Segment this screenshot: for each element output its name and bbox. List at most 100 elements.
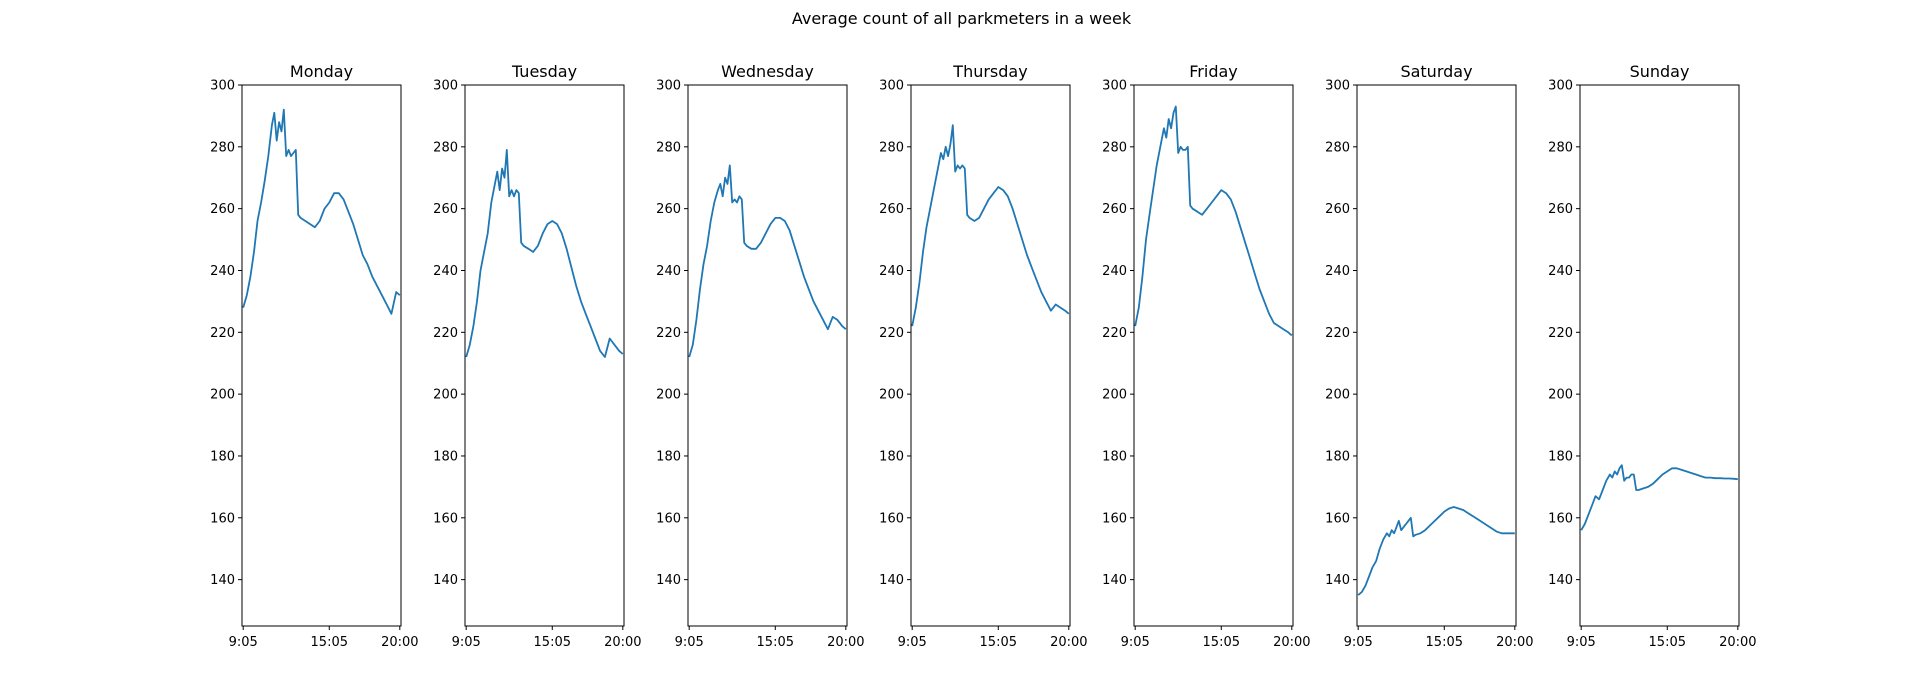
y-tick-label: 280	[656, 140, 681, 155]
y-tick-label: 200	[1102, 388, 1127, 403]
x-tick-label: 20:00	[1050, 635, 1087, 650]
y-tick-label: 200	[656, 388, 681, 403]
y-tick-label: 160	[433, 511, 458, 526]
y-tick-label: 180	[210, 449, 235, 464]
y-tick-label: 160	[210, 511, 235, 526]
subplot-wednesday: Wednesday 140 160 180 200 220 240 260 280 300 9:05…	[656, 62, 864, 650]
y-tick-label: 180	[656, 449, 681, 464]
x-tick-label: 15:05	[311, 635, 348, 650]
x-tick-label: 20:00	[827, 635, 864, 650]
x-tick-label: 15:05	[1426, 635, 1463, 650]
y-tick-label: 180	[433, 449, 458, 464]
y-tick-label: 220	[433, 326, 458, 341]
x-tick-label: 20:00	[381, 635, 418, 650]
axes-frame	[241, 84, 402, 627]
x-tick-label: 15:05	[757, 635, 794, 650]
y-tick-label: 180	[1325, 449, 1350, 464]
x-tick-label: 9:05	[898, 635, 927, 650]
y-tick-label: 160	[879, 511, 904, 526]
x-tick-label: 9:05	[1344, 635, 1373, 650]
subplot-monday: Monday 140 160 180 200 220 240 260 280 300 9:05 15:…	[210, 62, 418, 650]
y-tick-label: 280	[1548, 140, 1573, 155]
subplot-title: Wednesday	[721, 62, 814, 81]
y-tick-label: 260	[1325, 202, 1350, 217]
series-line-monday	[242, 108, 401, 315]
y-tick-label: 240	[1325, 264, 1350, 279]
x-tick-label: 9:05	[452, 635, 481, 650]
subplot-saturday: Saturday 140 160 180 200 220 240 260 280 300 9:05 1…	[1325, 62, 1533, 650]
y-tick-label: 300	[656, 79, 681, 94]
axes-frame	[910, 84, 1071, 627]
subplot-title: Saturday	[1400, 62, 1472, 81]
y-tick-label: 140	[1325, 573, 1350, 588]
y-tick-label: 200	[433, 388, 458, 403]
axes-frame	[464, 84, 625, 627]
series-line-friday	[1134, 105, 1293, 337]
y-tick-label: 280	[210, 140, 235, 155]
x-tick-label: 15:05	[534, 635, 571, 650]
y-tick-label: 280	[879, 140, 904, 155]
y-tick-label: 200	[879, 388, 904, 403]
y-tick-label: 200	[210, 388, 235, 403]
x-tick-label: 9:05	[675, 635, 704, 650]
figure-title: Average count of all parkmeters in a wee…	[792, 9, 1132, 28]
x-tick-label: 20:00	[1496, 635, 1533, 650]
y-tick-label: 160	[1548, 511, 1573, 526]
subplots: Monday 140 160 180 200 220 240 260 280 300 9:05 15:…	[210, 62, 1756, 650]
x-tick-label: 9:05	[1121, 635, 1150, 650]
x-tick-label: 9:05	[1567, 635, 1596, 650]
y-tick-label: 260	[879, 202, 904, 217]
axes-frame	[1356, 84, 1517, 627]
y-tick-label: 160	[1325, 511, 1350, 526]
subplot-title: Thursday	[952, 62, 1027, 81]
subplot-title: Sunday	[1630, 62, 1690, 81]
y-tick-label: 160	[1102, 511, 1127, 526]
y-tick-label: 140	[433, 573, 458, 588]
subplot-sunday: Sunday 140 160 180 200 220 240 260 280 300 9:05 15:…	[1548, 62, 1756, 650]
subplot-title: Friday	[1189, 62, 1238, 81]
x-tick-label: 15:05	[1649, 635, 1686, 650]
subplot-friday: Friday 140 160 180 200 220 240 260 280 300 9:05 15:…	[1102, 62, 1310, 650]
x-tick-label: 20:00	[604, 635, 641, 650]
y-tick-label: 140	[210, 573, 235, 588]
y-tick-label: 260	[433, 202, 458, 217]
x-tick-label: 20:00	[1273, 635, 1310, 650]
x-tick-label: 20:00	[1719, 635, 1756, 650]
y-tick-label: 280	[1102, 140, 1127, 155]
y-tick-label: 240	[210, 264, 235, 279]
y-tick-label: 280	[1325, 140, 1350, 155]
y-tick-label: 280	[433, 140, 458, 155]
series-line-sunday	[1580, 464, 1738, 531]
y-tick-label: 240	[433, 264, 458, 279]
y-tick-label: 220	[879, 326, 904, 341]
y-tick-label: 220	[1325, 326, 1350, 341]
y-tick-label: 260	[1102, 202, 1127, 217]
y-tick-label: 140	[656, 573, 681, 588]
x-tick-label: 15:05	[1203, 635, 1240, 650]
y-tick-label: 260	[1548, 202, 1573, 217]
y-tick-label: 260	[656, 202, 681, 217]
y-tick-label: 260	[210, 202, 235, 217]
y-tick-label: 240	[879, 264, 904, 279]
y-tick-label: 300	[1102, 79, 1127, 94]
series-line-wednesday	[688, 164, 847, 358]
y-tick-label: 220	[210, 326, 235, 341]
y-tick-label: 140	[1548, 573, 1573, 588]
y-tick-label: 300	[433, 79, 458, 94]
subplot-thursday: Thursday 140 160 180 200 220 240 260 280 300 9:05 1…	[879, 62, 1087, 650]
y-tick-label: 200	[1325, 388, 1350, 403]
axes-frame	[1133, 84, 1294, 627]
y-tick-label: 140	[1102, 573, 1127, 588]
subplot-tuesday: Tuesday 140 160 180 200 220 240 260 280 300 9:05 15…	[433, 62, 641, 650]
series-line-thursday	[911, 124, 1070, 327]
series-line-saturday	[1357, 506, 1515, 596]
y-tick-label: 180	[1102, 449, 1127, 464]
subplot-title: Tuesday	[511, 62, 577, 81]
y-tick-label: 180	[879, 449, 904, 464]
y-tick-label: 180	[1548, 449, 1573, 464]
y-tick-label: 240	[1548, 264, 1573, 279]
y-tick-label: 240	[656, 264, 681, 279]
y-tick-label: 300	[1548, 79, 1573, 94]
